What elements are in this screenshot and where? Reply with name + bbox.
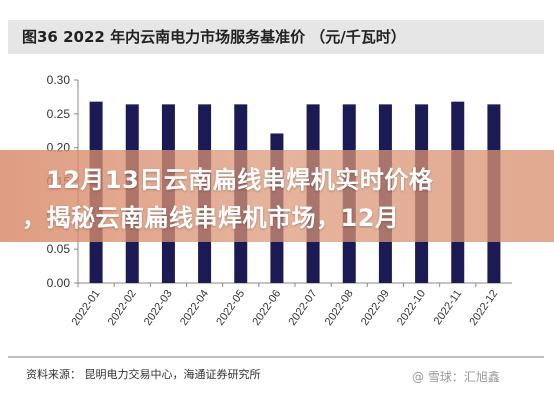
x-tick-label: 2022-01 xyxy=(70,288,103,328)
x-tick-label: 2022-04 xyxy=(178,288,211,328)
source-note: 资料来源： 昆明电力交易中心，海通证券研究所 xyxy=(26,368,261,381)
y-tick-label: 0.30 xyxy=(47,73,71,87)
chart-title-bar xyxy=(8,20,544,54)
x-tick-label: 2022-05 xyxy=(214,288,247,328)
y-tick-label: 0.25 xyxy=(47,107,71,121)
x-tick-label: 2022-02 xyxy=(106,288,139,328)
chart-title: 图36 2022 年内云南电力市场服务基准价 （元/千瓦时） xyxy=(22,28,406,46)
x-tick-label: 2022-08 xyxy=(323,288,356,328)
y-tick-label: 0.00 xyxy=(47,276,71,290)
x-tick-label: 2022-03 xyxy=(142,288,175,328)
watermark-text: @ 雪球：汇旭鑫 xyxy=(412,370,500,384)
x-tick-label: 2022-12 xyxy=(467,288,500,328)
y-tick-label: 0.05 xyxy=(47,242,71,256)
x-tick-label: 2022-06 xyxy=(250,288,283,328)
headline-overlay xyxy=(0,150,554,242)
x-tick-label: 2022-09 xyxy=(359,288,392,328)
x-tick-label: 2022-07 xyxy=(287,288,320,328)
x-tick-label: 2022-10 xyxy=(395,288,428,328)
footer-divider xyxy=(8,356,544,358)
headline-line-1[interactable]: 12月13日云南扁线串焊机实时价格 xyxy=(46,166,434,194)
x-tick-label: 2022-11 xyxy=(432,288,465,327)
headline-line-2[interactable]: ，揭秘云南扁线串焊机市场，12月 xyxy=(22,204,400,232)
